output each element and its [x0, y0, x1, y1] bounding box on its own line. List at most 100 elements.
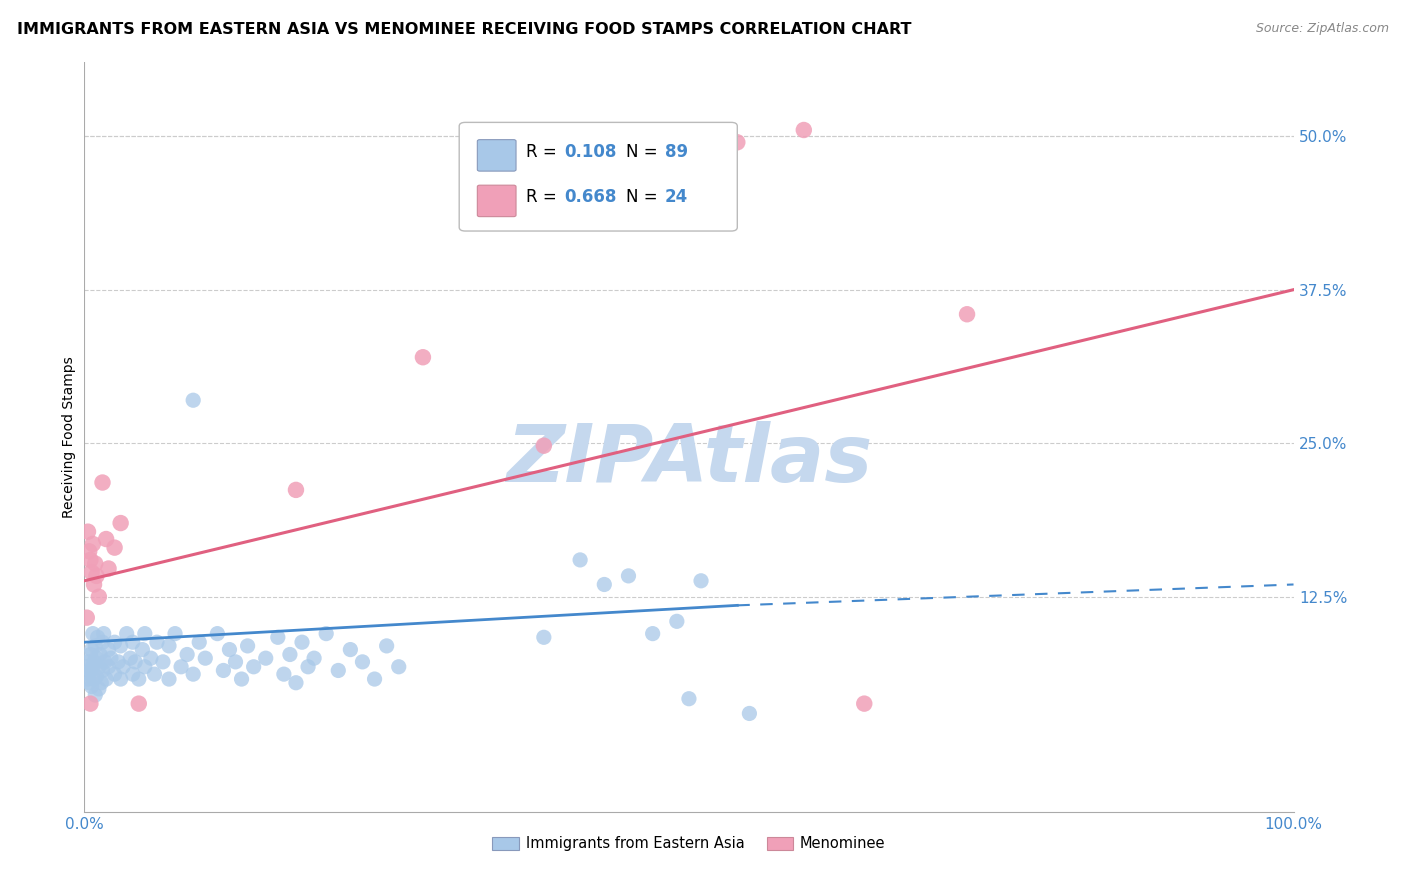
- Legend: Immigrants from Eastern Asia, Menominee: Immigrants from Eastern Asia, Menominee: [486, 830, 891, 857]
- Point: [134, 660, 156, 674]
- Point: [146, 635, 169, 649]
- Point: [225, 655, 247, 669]
- Point: [641, 626, 664, 640]
- Point: [77, 667, 100, 681]
- Point: [104, 667, 127, 681]
- Point: [128, 697, 150, 711]
- Point: [82, 537, 104, 551]
- Point: [242, 660, 264, 674]
- Point: [157, 639, 180, 653]
- Point: [82, 626, 104, 640]
- Text: 0.108: 0.108: [564, 143, 617, 161]
- Point: [94, 532, 117, 546]
- Point: [83, 577, 105, 591]
- Point: [79, 553, 101, 567]
- Point: [533, 630, 555, 644]
- Point: [84, 557, 107, 571]
- Point: [273, 667, 295, 681]
- Point: [194, 651, 217, 665]
- Text: 0.668: 0.668: [564, 188, 617, 206]
- Point: [231, 672, 253, 686]
- Point: [128, 672, 150, 686]
- Point: [593, 577, 616, 591]
- Y-axis label: Receiving Food Stamps: Receiving Food Stamps: [62, 356, 76, 518]
- Text: IMMIGRANTS FROM EASTERN ASIA VS MENOMINEE RECEIVING FOOD STAMPS CORRELATION CHAR: IMMIGRANTS FROM EASTERN ASIA VS MENOMINE…: [17, 22, 911, 37]
- Point: [339, 642, 361, 657]
- FancyBboxPatch shape: [478, 140, 516, 171]
- Point: [302, 651, 325, 665]
- Point: [86, 670, 108, 684]
- Point: [82, 660, 104, 674]
- Point: [690, 574, 713, 588]
- Point: [84, 639, 107, 653]
- Point: [375, 639, 398, 653]
- Point: [80, 680, 103, 694]
- Point: [86, 569, 108, 583]
- Point: [90, 675, 112, 690]
- Point: [412, 350, 434, 364]
- Text: N =: N =: [626, 143, 664, 161]
- Point: [115, 626, 138, 640]
- Point: [267, 630, 290, 644]
- Text: N =: N =: [626, 188, 664, 206]
- Point: [617, 569, 640, 583]
- Point: [89, 648, 111, 662]
- Text: 89: 89: [665, 143, 688, 161]
- Point: [793, 123, 815, 137]
- Point: [165, 626, 187, 640]
- Point: [291, 635, 314, 649]
- Point: [738, 706, 761, 721]
- Point: [77, 544, 100, 558]
- Point: [363, 672, 385, 686]
- Point: [188, 635, 211, 649]
- Point: [91, 664, 114, 678]
- Point: [79, 664, 101, 678]
- Point: [207, 626, 229, 640]
- Point: [97, 642, 120, 657]
- Point: [77, 672, 100, 686]
- Point: [107, 655, 129, 669]
- Point: [533, 439, 555, 453]
- Point: [157, 672, 180, 686]
- Text: R =: R =: [526, 143, 562, 161]
- Point: [297, 660, 319, 674]
- Text: R =: R =: [526, 188, 562, 206]
- Point: [678, 691, 700, 706]
- Point: [87, 660, 110, 674]
- Text: ZIPAtlas: ZIPAtlas: [506, 420, 872, 499]
- Point: [94, 655, 117, 669]
- Point: [80, 642, 103, 657]
- Point: [100, 651, 122, 665]
- Point: [77, 655, 100, 669]
- Point: [254, 651, 277, 665]
- Point: [139, 651, 162, 665]
- Point: [86, 630, 108, 644]
- Point: [91, 475, 114, 490]
- Point: [87, 681, 110, 696]
- Point: [569, 553, 592, 567]
- Point: [328, 664, 350, 678]
- Point: [236, 639, 259, 653]
- Point: [181, 393, 204, 408]
- Point: [725, 136, 748, 150]
- Point: [91, 635, 114, 649]
- Point: [284, 675, 308, 690]
- Point: [104, 635, 127, 649]
- Point: [176, 648, 198, 662]
- Point: [170, 660, 193, 674]
- Point: [79, 648, 101, 662]
- Point: [97, 660, 120, 674]
- Point: [152, 655, 174, 669]
- FancyBboxPatch shape: [460, 122, 737, 231]
- Point: [665, 615, 688, 629]
- Point: [218, 642, 240, 657]
- Point: [278, 648, 301, 662]
- Point: [112, 660, 135, 674]
- Point: [212, 664, 235, 678]
- Point: [79, 697, 101, 711]
- Point: [388, 660, 411, 674]
- Point: [87, 590, 110, 604]
- Point: [110, 639, 132, 653]
- Point: [120, 651, 142, 665]
- Text: 24: 24: [665, 188, 688, 206]
